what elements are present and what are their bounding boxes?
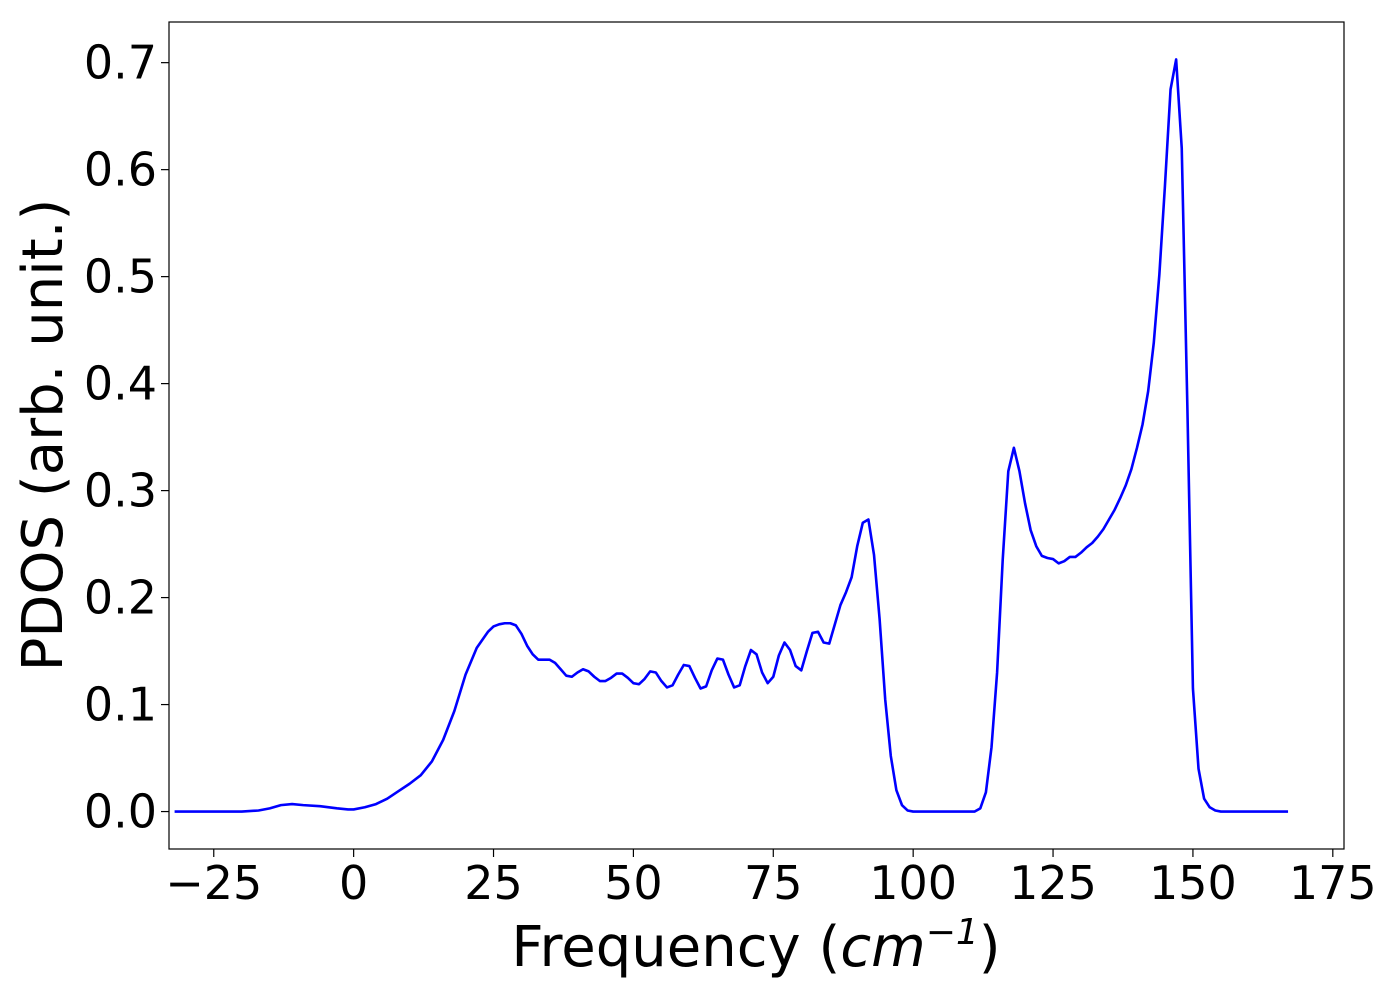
x-tick-label: 0 <box>339 856 368 910</box>
x-axis-label-paren-open: ( <box>818 915 840 980</box>
x-tick-label: 75 <box>744 856 803 910</box>
y-axis: 0.0 0.1 0.2 0.3 0.4 0.5 0.6 0.7 <box>84 36 169 839</box>
y-tick-label: 0.3 <box>84 464 157 518</box>
plot-frame <box>168 21 1345 850</box>
x-tick-label: 25 <box>464 856 523 910</box>
x-tick-label: −25 <box>165 856 262 910</box>
y-tick-label: 0.7 <box>84 36 157 90</box>
y-tick-label: 0.5 <box>84 250 157 304</box>
x-axis: −25 0 25 50 75 100 125 150 175 <box>165 849 1377 910</box>
x-tick-label: 175 <box>1289 856 1377 910</box>
x-tick-label: 125 <box>1009 856 1097 910</box>
x-axis-label: Frequency (cm−1) <box>511 912 1000 980</box>
y-axis-label: PDOS (arb. unit.) <box>11 199 76 672</box>
x-axis-label-text: Frequency <box>511 915 800 980</box>
x-axis-label-exponent: −1 <box>926 912 979 953</box>
x-tick-label: 150 <box>1149 856 1237 910</box>
x-axis-label-paren-close: ) <box>979 915 1001 980</box>
x-axis-label-unit: cm <box>840 915 925 980</box>
y-tick-label: 0.0 <box>84 785 157 839</box>
y-tick-label: 0.6 <box>84 143 157 197</box>
x-tick-label: 100 <box>869 856 957 910</box>
pdos-series-line <box>174 58 1289 813</box>
y-tick-label: 0.1 <box>84 678 157 732</box>
y-tick-label: 0.4 <box>84 357 157 411</box>
x-tick-label: 50 <box>604 856 663 910</box>
y-tick-label: 0.2 <box>84 571 157 625</box>
